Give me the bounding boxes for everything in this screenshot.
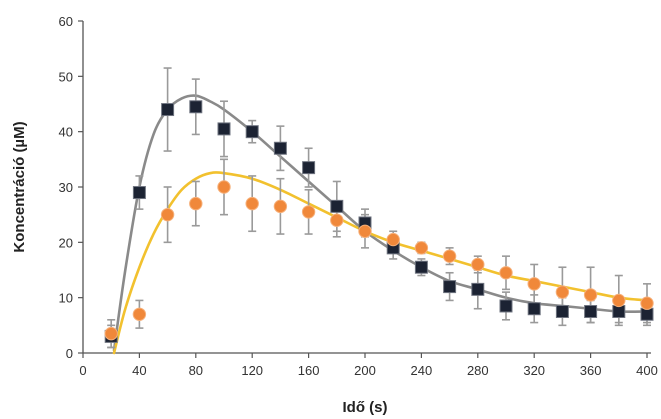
circle-marker bbox=[640, 296, 654, 310]
square-marker bbox=[640, 307, 654, 321]
square-marker bbox=[330, 199, 344, 213]
circle-marker bbox=[527, 277, 541, 291]
y-tick-label: 40 bbox=[59, 125, 73, 140]
x-tick-label: 80 bbox=[189, 363, 203, 378]
circle-marker bbox=[330, 213, 344, 227]
circle-marker bbox=[160, 207, 175, 222]
y-tick-label: 50 bbox=[59, 69, 73, 84]
square-marker bbox=[471, 282, 485, 296]
square-marker bbox=[132, 186, 146, 200]
data-markers bbox=[104, 100, 654, 343]
x-tick-label: 240 bbox=[411, 363, 433, 378]
x-tick-label: 120 bbox=[241, 363, 263, 378]
circle-marker bbox=[104, 326, 118, 341]
square-marker bbox=[527, 302, 541, 316]
circle-marker bbox=[132, 307, 147, 321]
square-marker bbox=[302, 161, 316, 175]
square-marker bbox=[443, 280, 457, 294]
circle-marker bbox=[386, 232, 400, 247]
square-marker bbox=[499, 299, 513, 313]
y-tick-label: 0 bbox=[66, 346, 73, 361]
square-marker bbox=[161, 103, 175, 117]
y-axis-title: Koncentráció (µM) bbox=[11, 121, 28, 252]
circle-marker bbox=[612, 293, 626, 308]
square-marker bbox=[189, 100, 203, 114]
square-marker bbox=[612, 305, 626, 318]
y-tick-label: 10 bbox=[59, 291, 73, 306]
circle-marker bbox=[499, 266, 513, 280]
circle-marker bbox=[245, 196, 259, 211]
square-marker bbox=[414, 260, 428, 274]
circle-marker bbox=[414, 241, 429, 255]
square-marker bbox=[245, 125, 259, 139]
circle-marker bbox=[442, 249, 457, 263]
x-tick-label: 40 bbox=[132, 363, 146, 378]
x-tick-label: 280 bbox=[467, 363, 489, 378]
circle-marker bbox=[358, 224, 372, 238]
x-tick-label: 160 bbox=[298, 363, 320, 378]
y-tick-label: 60 bbox=[59, 14, 73, 29]
axes: 0 40 80 120 160 200 240 280 320 360 400 0 10 20 30 40 50… bbox=[59, 14, 658, 378]
x-tick-label: 400 bbox=[636, 363, 658, 378]
x-axis-title: Idő (s) bbox=[343, 399, 388, 416]
circle-marker bbox=[217, 180, 231, 194]
y-tick-label: 30 bbox=[59, 180, 73, 195]
x-tick-label: 0 bbox=[79, 363, 86, 378]
square-marker bbox=[584, 305, 598, 318]
circle-marker bbox=[273, 199, 288, 214]
x-tick-label: 360 bbox=[580, 363, 602, 378]
x-tick-label: 200 bbox=[354, 363, 376, 378]
circle-marker bbox=[555, 285, 570, 299]
x-tick-label: 320 bbox=[523, 363, 545, 378]
y-tick-label: 20 bbox=[59, 235, 73, 250]
square-marker bbox=[217, 122, 231, 136]
circle-marker bbox=[301, 205, 316, 219]
circle-marker bbox=[583, 288, 598, 302]
circle-marker bbox=[471, 257, 485, 272]
square-marker bbox=[555, 305, 569, 318]
square-marker bbox=[273, 141, 287, 155]
circle-marker bbox=[189, 196, 203, 211]
